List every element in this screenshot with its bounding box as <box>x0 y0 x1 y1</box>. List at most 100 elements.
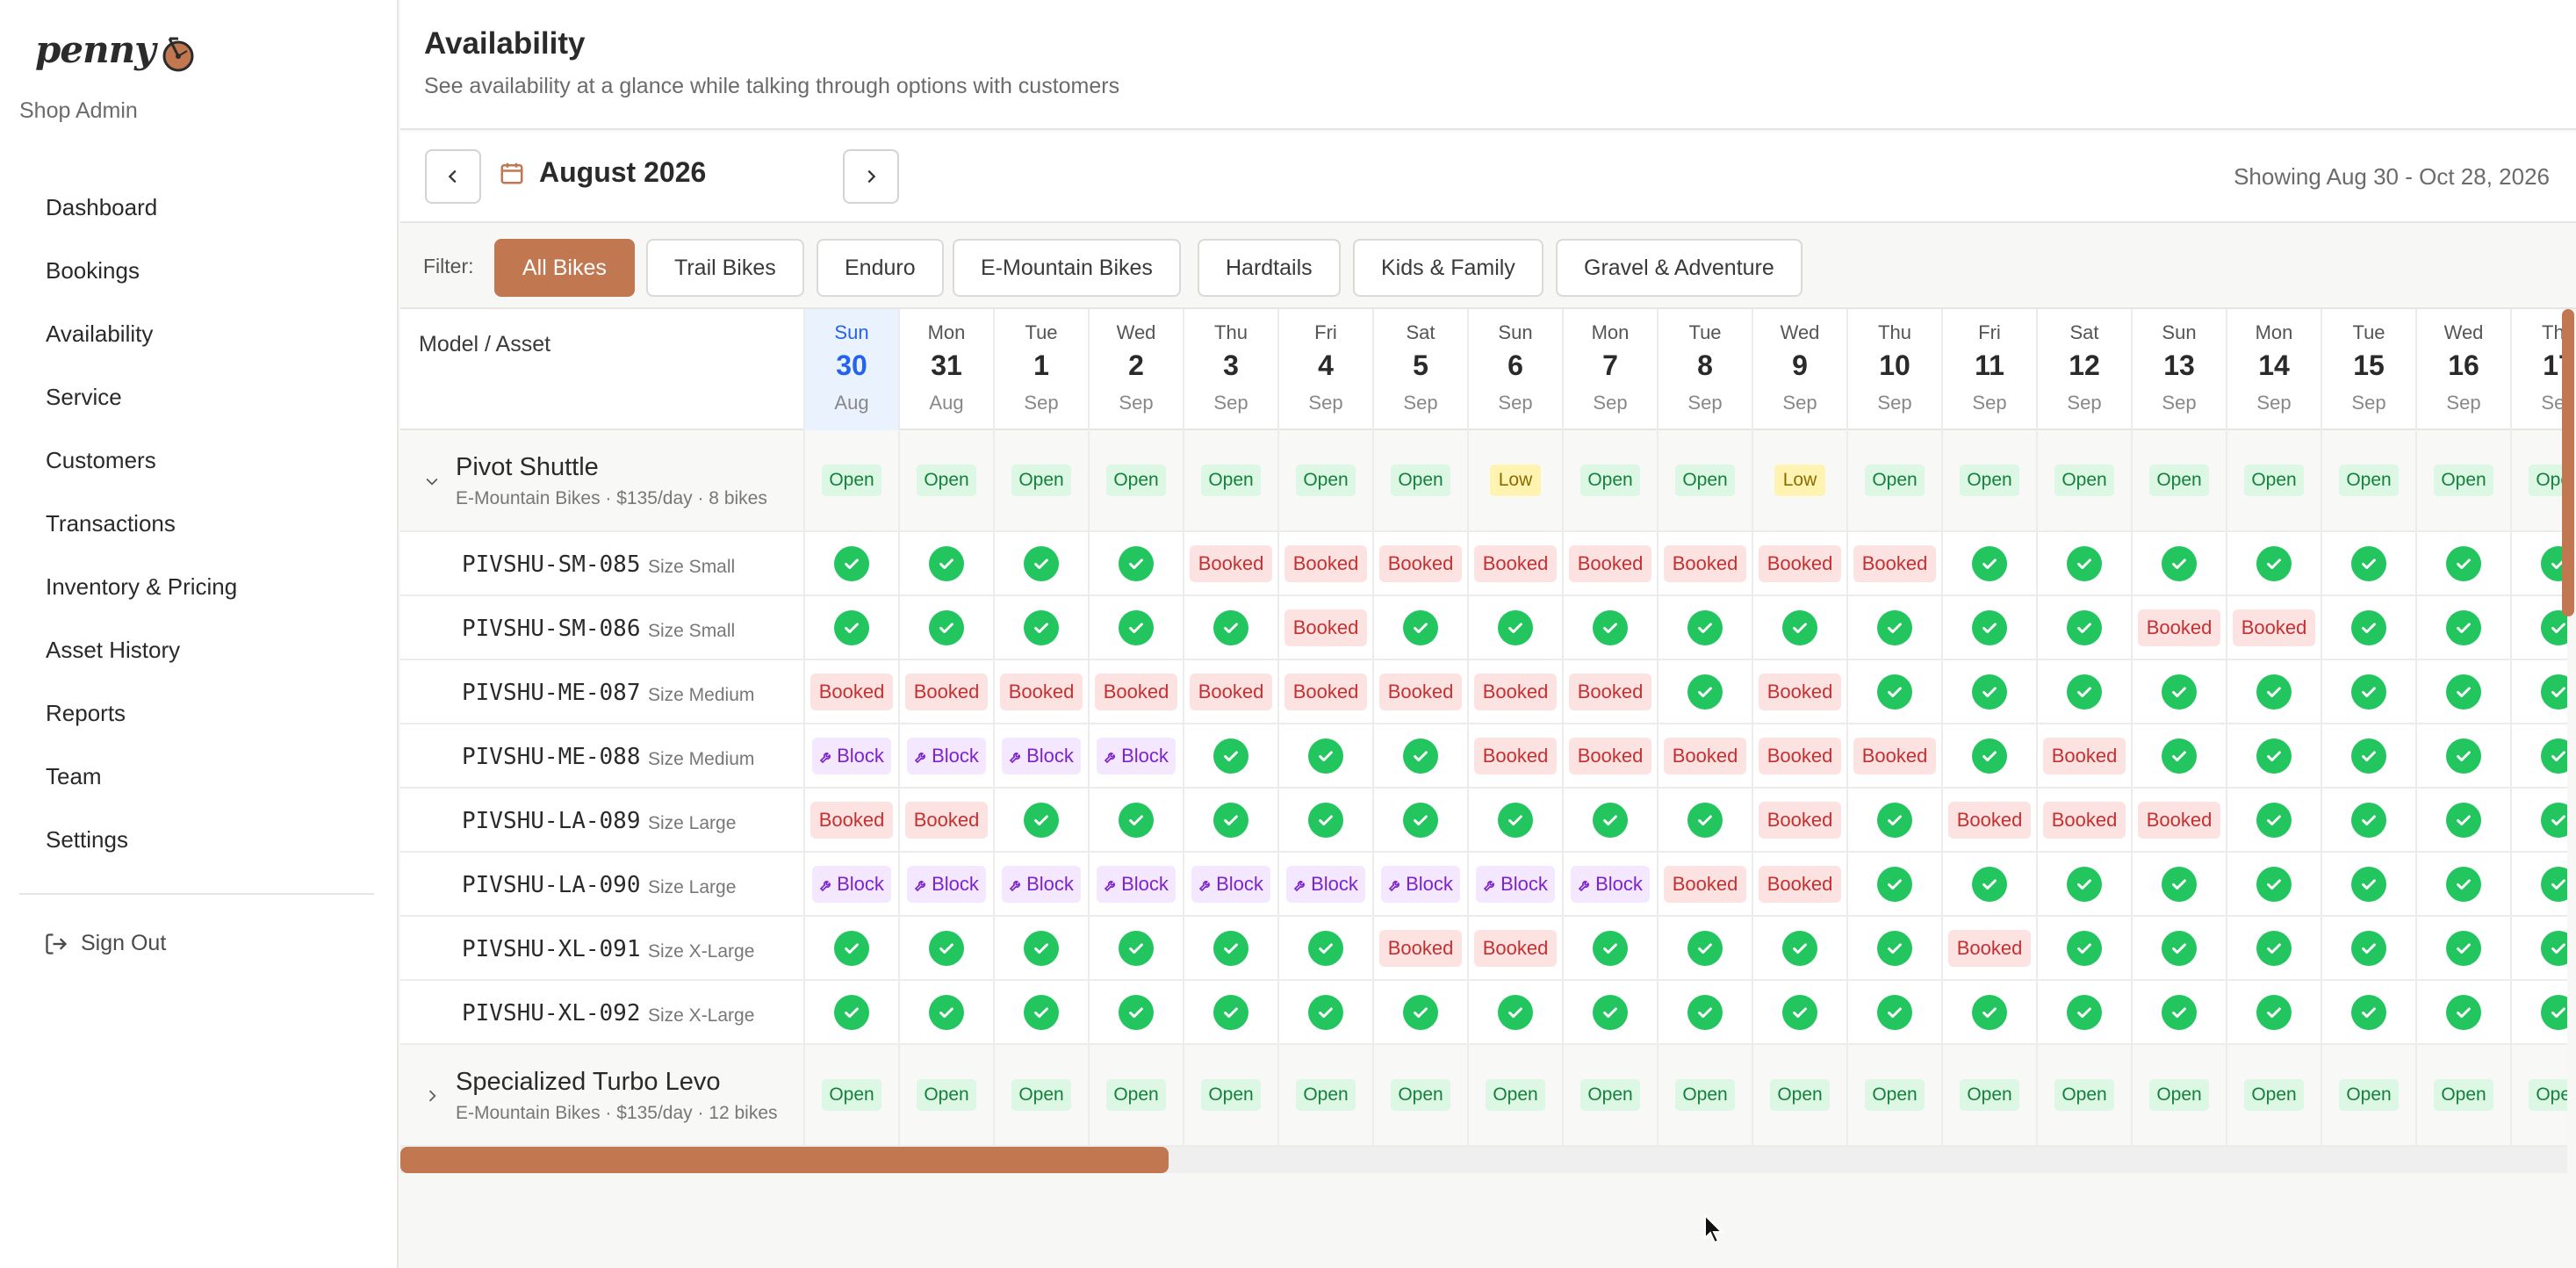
availability-cell[interactable] <box>1372 724 1467 787</box>
availability-cell[interactable] <box>2036 532 2131 594</box>
availability-cell[interactable] <box>1372 789 1467 851</box>
availability-cell[interactable] <box>898 596 993 659</box>
asset-id[interactable]: PIVSHU-ME-087 <box>462 680 641 706</box>
availability-cell[interactable]: Open <box>1562 1045 1657 1145</box>
availability-cell[interactable] <box>1183 981 1277 1043</box>
availability-cell[interactable] <box>2415 917 2510 979</box>
availability-cell[interactable]: Open <box>1277 430 1372 530</box>
availability-cell[interactable]: Block <box>898 853 993 915</box>
availability-cell[interactable]: Booked <box>1941 789 2036 851</box>
asset-id[interactable]: PIVSHU-LA-089 <box>462 808 641 834</box>
availability-cell[interactable]: Open <box>803 1045 898 1145</box>
availability-cell[interactable] <box>2415 596 2510 659</box>
availability-cell[interactable]: Open <box>1752 1045 1846 1145</box>
availability-cell[interactable]: Open <box>1941 1045 2036 1145</box>
availability-cell[interactable] <box>1846 789 1941 851</box>
availability-cell[interactable] <box>1941 853 2036 915</box>
availability-cell[interactable]: Booked <box>1657 532 1752 594</box>
prev-month-button[interactable] <box>425 149 481 204</box>
availability-cell[interactable] <box>1752 917 1846 979</box>
availability-cell[interactable] <box>993 981 1088 1043</box>
availability-cell[interactable]: Block <box>1088 853 1183 915</box>
availability-cell[interactable] <box>1372 981 1467 1043</box>
availability-cell[interactable]: Block <box>803 853 898 915</box>
availability-cell[interactable]: Open <box>2415 430 2510 530</box>
availability-cell[interactable]: Booked <box>1657 853 1752 915</box>
asset-id[interactable]: PIVSHU-SM-085 <box>462 551 641 578</box>
penny-logo[interactable]: penny <box>35 25 198 74</box>
availability-cell[interactable] <box>2036 917 2131 979</box>
availability-cell[interactable] <box>2226 853 2321 915</box>
availability-cell[interactable] <box>1846 596 1941 659</box>
availability-cell[interactable] <box>2510 853 2567 915</box>
filter-chip-e-mountain-bikes[interactable]: E-Mountain Bikes <box>953 239 1181 297</box>
availability-cell[interactable] <box>2036 853 2131 915</box>
availability-cell[interactable]: Booked <box>898 789 993 851</box>
availability-cell[interactable]: Block <box>993 853 1088 915</box>
availability-cell[interactable] <box>993 532 1088 594</box>
availability-cell[interactable]: Booked <box>993 660 1088 723</box>
availability-cell[interactable] <box>803 596 898 659</box>
availability-cell[interactable]: Open <box>1183 430 1277 530</box>
availability-cell[interactable] <box>2131 981 2226 1043</box>
availability-cell[interactable]: Booked <box>1752 660 1846 723</box>
availability-cell[interactable] <box>1183 789 1277 851</box>
availability-cell[interactable] <box>2226 532 2321 594</box>
availability-cell[interactable]: Booked <box>2226 596 2321 659</box>
availability-cell[interactable]: Open <box>1088 430 1183 530</box>
availability-cell[interactable]: Booked <box>1562 532 1657 594</box>
availability-cell[interactable] <box>2415 724 2510 787</box>
availability-cell[interactable] <box>1752 596 1846 659</box>
availability-cell[interactable]: Block <box>1562 853 1657 915</box>
availability-cell[interactable] <box>993 789 1088 851</box>
availability-cell[interactable]: Open <box>1372 430 1467 530</box>
availability-cell[interactable] <box>1941 981 2036 1043</box>
availability-cell[interactable] <box>1941 660 2036 723</box>
sidebar-item-customers[interactable]: Customers <box>46 447 156 473</box>
filter-chip-all-bikes[interactable]: All Bikes <box>494 239 635 297</box>
availability-cell[interactable]: Booked <box>1752 724 1846 787</box>
filter-chip-enduro[interactable]: Enduro <box>817 239 944 297</box>
availability-cell[interactable]: Open <box>2131 1045 2226 1145</box>
availability-cell[interactable]: Block <box>898 724 993 787</box>
availability-cell[interactable]: Open <box>2036 1045 2131 1145</box>
availability-cell[interactable]: Booked <box>2131 789 2226 851</box>
availability-cell[interactable]: Booked <box>803 789 898 851</box>
availability-cell[interactable]: Booked <box>1183 532 1277 594</box>
availability-cell[interactable]: Open <box>1088 1045 1183 1145</box>
availability-cell[interactable]: Open <box>898 430 993 530</box>
availability-cell[interactable] <box>898 981 993 1043</box>
sidebar-item-transactions[interactable]: Transactions <box>46 510 176 537</box>
availability-cell[interactable]: Open <box>1846 430 1941 530</box>
availability-cell[interactable]: Open <box>1657 430 1752 530</box>
availability-cell[interactable]: Booked <box>1467 917 1562 979</box>
availability-cell[interactable] <box>2131 724 2226 787</box>
sidebar-item-bookings[interactable]: Bookings <box>46 257 140 284</box>
availability-cell[interactable] <box>1467 596 1562 659</box>
availability-cell[interactable] <box>1372 596 1467 659</box>
availability-cell[interactable]: Booked <box>2036 789 2131 851</box>
availability-cell[interactable]: Block <box>1183 853 1277 915</box>
availability-cell[interactable] <box>2321 853 2415 915</box>
availability-cell[interactable] <box>2415 789 2510 851</box>
availability-cell[interactable] <box>1657 917 1752 979</box>
availability-cell[interactable] <box>1657 660 1752 723</box>
availability-cell[interactable] <box>1657 596 1752 659</box>
availability-cell[interactable]: Open <box>2131 430 2226 530</box>
availability-cell[interactable] <box>1562 596 1657 659</box>
availability-cell[interactable] <box>1277 789 1372 851</box>
availability-cell[interactable]: Booked <box>1372 660 1467 723</box>
sidebar-item-inventory-pricing[interactable]: Inventory & Pricing <box>46 573 238 600</box>
availability-cell[interactable] <box>1657 981 1752 1043</box>
availability-cell[interactable] <box>2321 724 2415 787</box>
availability-cell[interactable] <box>2321 532 2415 594</box>
availability-cell[interactable]: Open <box>1846 1045 1941 1145</box>
sidebar-item-availability[interactable]: Availability <box>46 321 154 347</box>
availability-cell[interactable] <box>2226 917 2321 979</box>
availability-cell[interactable] <box>2415 981 2510 1043</box>
availability-cell[interactable] <box>2510 981 2567 1043</box>
asset-id[interactable]: PIVSHU-LA-090 <box>462 872 641 898</box>
availability-cell[interactable] <box>2415 853 2510 915</box>
availability-cell[interactable] <box>2226 724 2321 787</box>
availability-cell[interactable]: Open <box>1467 1045 1562 1145</box>
